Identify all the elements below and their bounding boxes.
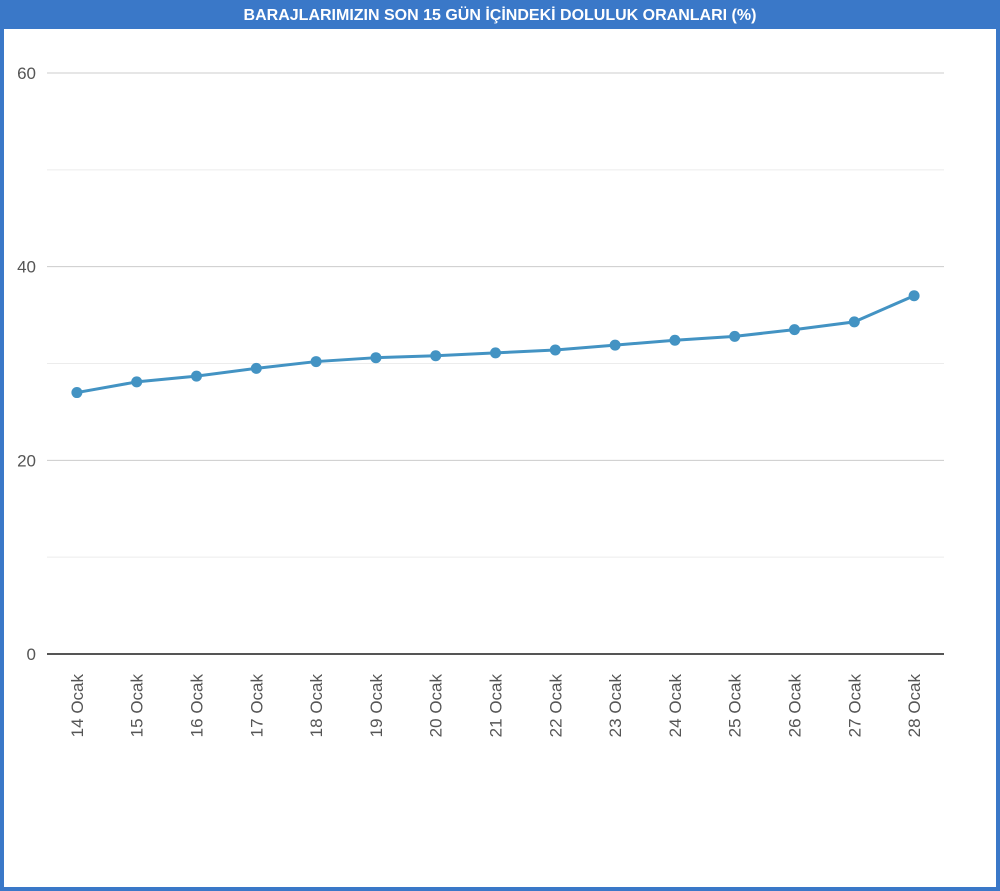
x-tick-label: 26 Ocak <box>786 674 805 738</box>
point <box>131 376 143 388</box>
x-tick-label: 24 Ocak <box>666 674 685 738</box>
point <box>490 347 501 359</box>
x-tick-label: 14 Ocak <box>68 674 87 738</box>
x-tick-label: 16 Ocak <box>188 674 207 738</box>
y-tick-label: 20 <box>17 451 36 470</box>
point <box>848 316 860 328</box>
x-tick-label: 20 Ocak <box>427 674 446 738</box>
point <box>71 387 83 399</box>
chart-title: BARAJLARIMIZIN SON 15 GÜN İÇİNDEKİ DOLUL… <box>244 5 757 24</box>
point <box>789 324 800 336</box>
x-tick-label: 23 Ocak <box>606 674 625 738</box>
x-tick-label: 27 Ocak <box>845 674 864 738</box>
point <box>609 339 621 351</box>
x-tick-label: 19 Ocak <box>367 674 386 738</box>
point <box>370 352 382 364</box>
y-tick-label: 40 <box>17 258 36 277</box>
point <box>430 350 442 362</box>
point <box>549 344 561 356</box>
x-tick-label: 18 Ocak <box>307 674 326 738</box>
point <box>191 370 202 382</box>
x-tick-label: 21 Ocak <box>487 674 506 738</box>
x-tick-label: 22 Ocak <box>546 674 565 738</box>
title-bar <box>0 0 1000 29</box>
point <box>908 290 920 302</box>
y-tick-label: 0 <box>27 645 36 664</box>
point <box>310 356 322 368</box>
x-tick-label: 25 Ocak <box>726 674 745 738</box>
x-tick-label: 17 Ocak <box>247 674 266 738</box>
point <box>669 334 681 346</box>
y-tick-label: 60 <box>17 64 36 83</box>
x-tick-label: 15 Ocak <box>128 674 147 738</box>
x-tick-label: 28 Ocak <box>905 674 924 738</box>
point <box>729 330 741 342</box>
point <box>250 362 262 374</box>
